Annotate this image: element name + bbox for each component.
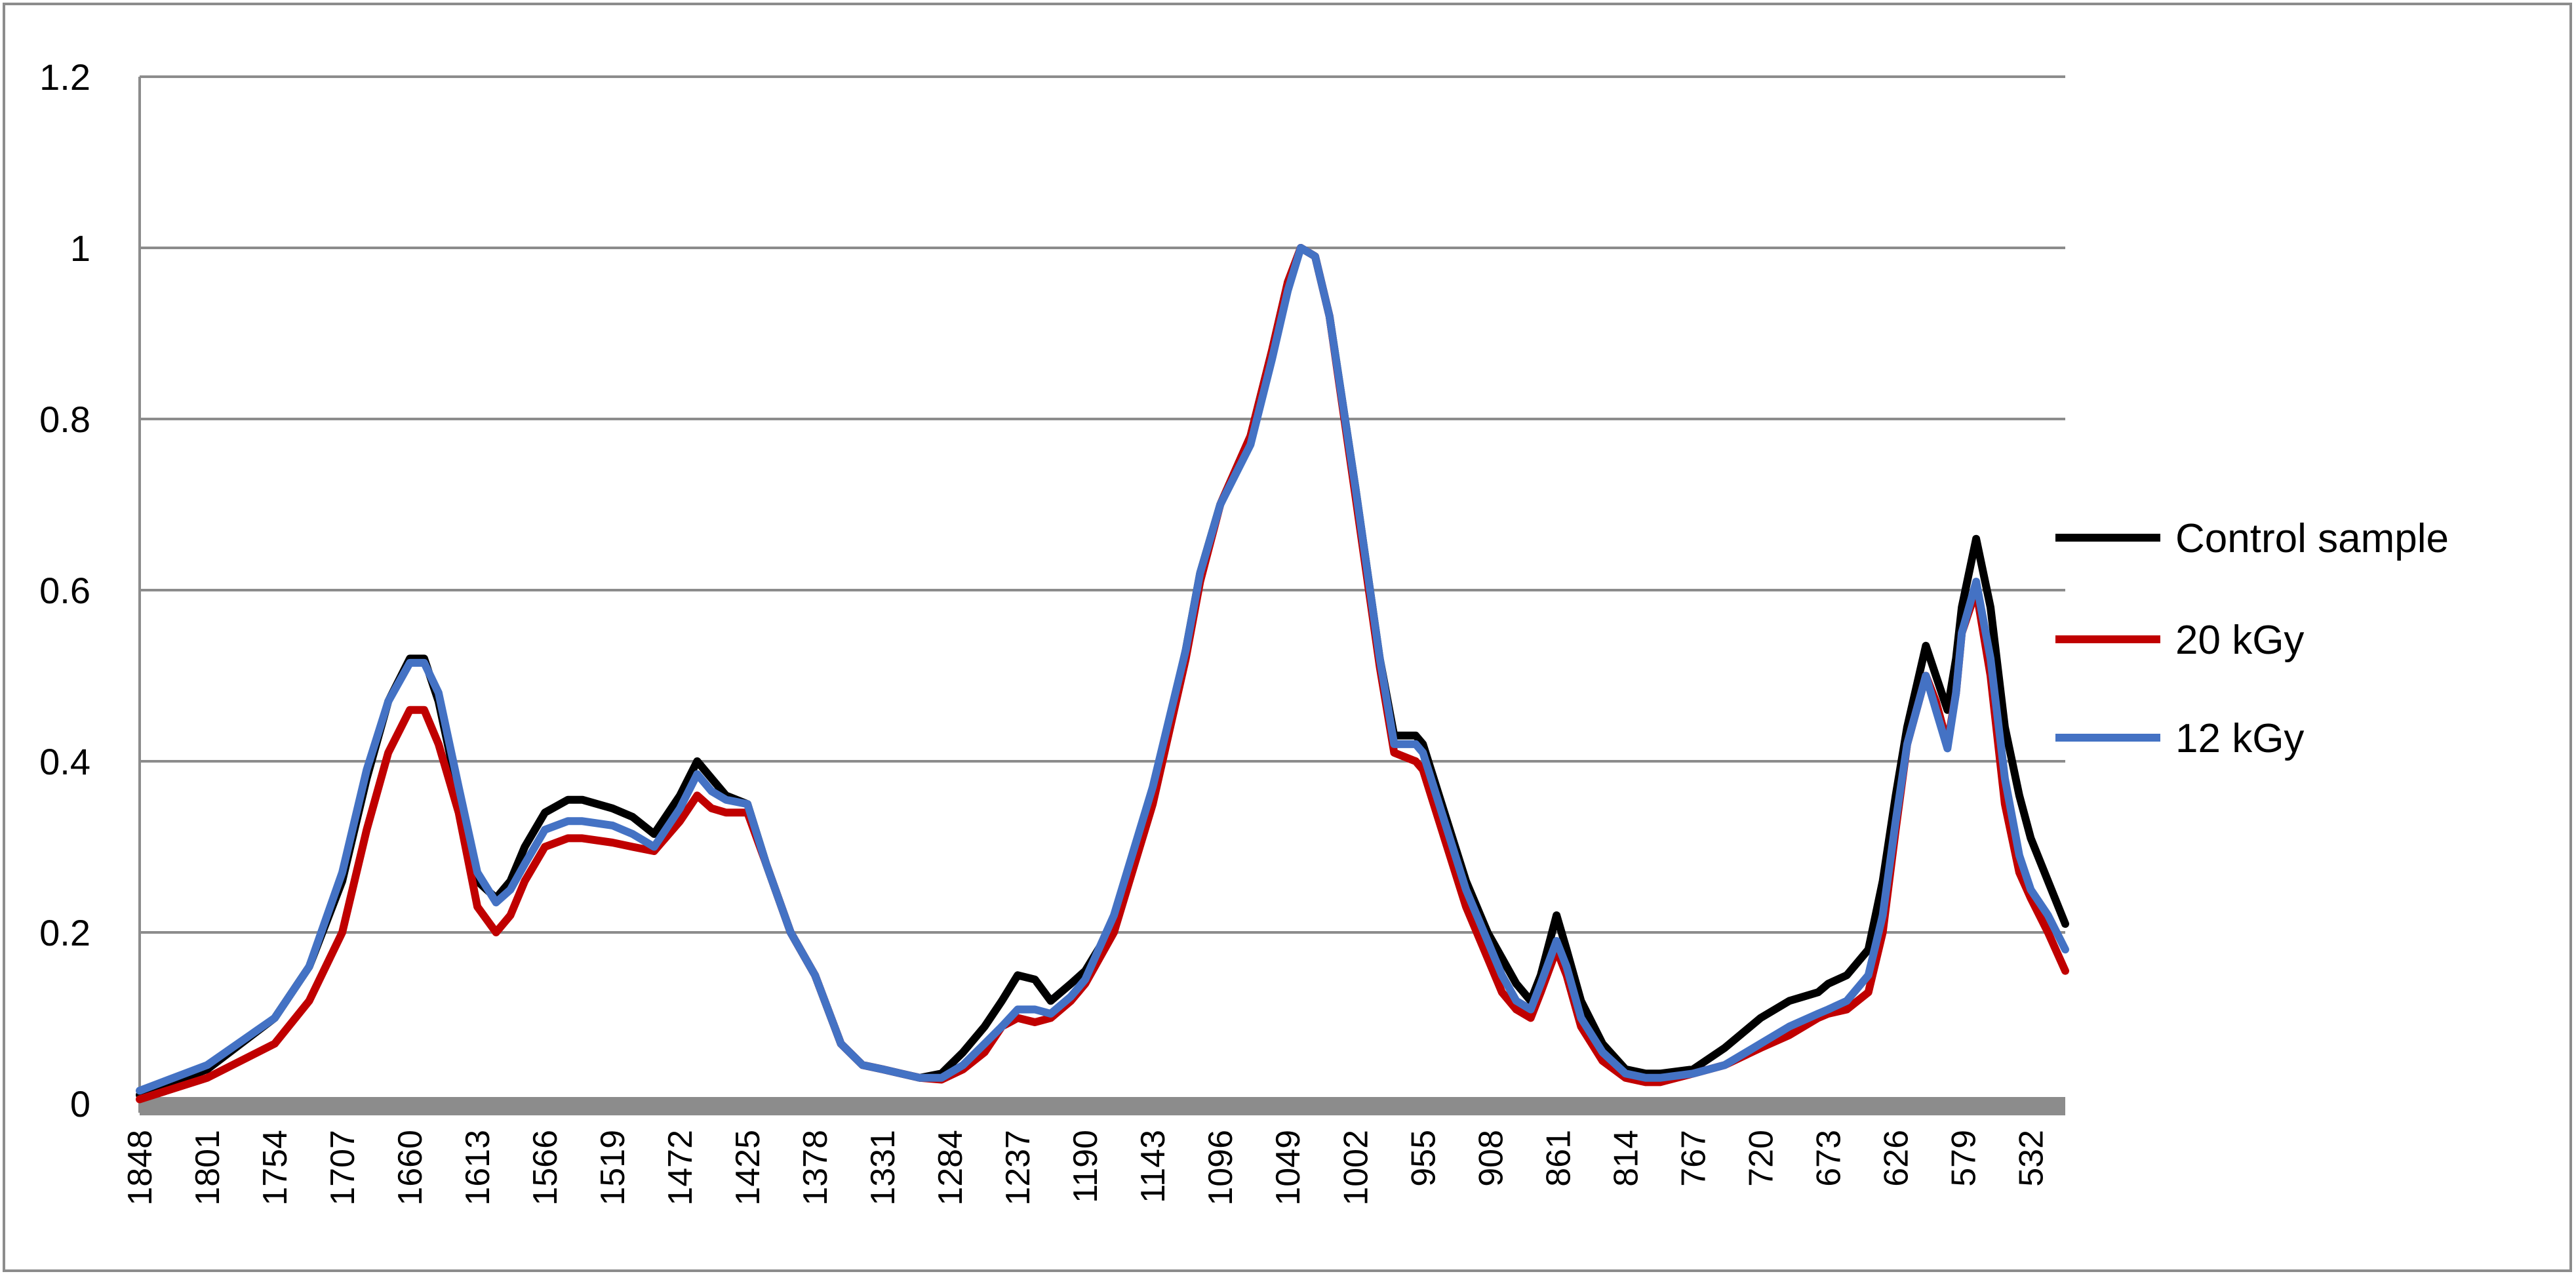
x-tick-label: 1707 — [324, 1130, 362, 1206]
x-tick-label: 532 — [2012, 1130, 2050, 1187]
x-tick-label: 673 — [1810, 1130, 1848, 1187]
y-tick-label: 1 — [70, 228, 90, 269]
y-tick-label: 0.4 — [39, 741, 90, 782]
y-tick-label: 0.8 — [39, 399, 90, 440]
y-tick-label: 0.6 — [39, 570, 90, 611]
series-line-3 — [136, 244, 2069, 1095]
x-tick-label: 955 — [1404, 1130, 1442, 1187]
y-axis: 0 0.2 0.4 0.6 0.8 1 1.2 — [39, 56, 141, 1125]
y-tick-label: 0.2 — [39, 912, 90, 953]
y-tick-label: 1.2 — [39, 56, 90, 98]
x-tick-label: 1566 — [526, 1130, 565, 1206]
x-tick-label: 1096 — [1202, 1130, 1240, 1206]
x-axis-baseline — [140, 1097, 2065, 1115]
x-tick-label: 1472 — [662, 1130, 700, 1206]
x-axis: 1848 1801 1754 1707 1660 1613 1566 1519 1472 1425… — [121, 1097, 2065, 1206]
x-tick-label: 1848 — [121, 1130, 159, 1206]
x-tick-label: 1801 — [189, 1130, 227, 1206]
x-tick-label: 1660 — [391, 1130, 429, 1206]
legend-label: 20 kGy — [2175, 618, 2304, 663]
x-tick-label: 1143 — [1134, 1130, 1172, 1203]
x-tick-label: 1237 — [999, 1130, 1037, 1206]
x-tick-label: 908 — [1472, 1130, 1510, 1187]
y-tick-label: 0 — [70, 1083, 90, 1125]
x-tick-label: 1754 — [256, 1130, 294, 1206]
legend-label: 12 kGy — [2175, 716, 2304, 761]
legend-label: Control sample — [2175, 516, 2449, 561]
x-tick-label: 767 — [1674, 1130, 1713, 1187]
legend: Control sample 20 kGy 12 kGy — [2055, 516, 2449, 761]
x-tick-label: 1425 — [729, 1130, 767, 1206]
gridlines — [140, 75, 2065, 934]
x-tick-label: 1284 — [932, 1130, 970, 1206]
x-tick-label: 626 — [1877, 1130, 1915, 1187]
x-tick-label: 720 — [1742, 1130, 1780, 1187]
x-tick-label: 1378 — [797, 1130, 835, 1206]
x-tick-label: 1190 — [1067, 1130, 1105, 1203]
x-tick-label: 1002 — [1337, 1130, 1375, 1206]
x-tick-label: 579 — [1945, 1130, 1983, 1187]
x-tick-label: 1519 — [594, 1130, 632, 1206]
x-tick-label: 1049 — [1269, 1130, 1307, 1206]
series-lines — [136, 244, 2069, 1104]
x-tick-label: 1613 — [459, 1130, 497, 1206]
x-tick-label: 814 — [1607, 1130, 1645, 1187]
x-tick-label: 1331 — [864, 1130, 902, 1206]
x-tick-label: 861 — [1539, 1130, 1577, 1187]
